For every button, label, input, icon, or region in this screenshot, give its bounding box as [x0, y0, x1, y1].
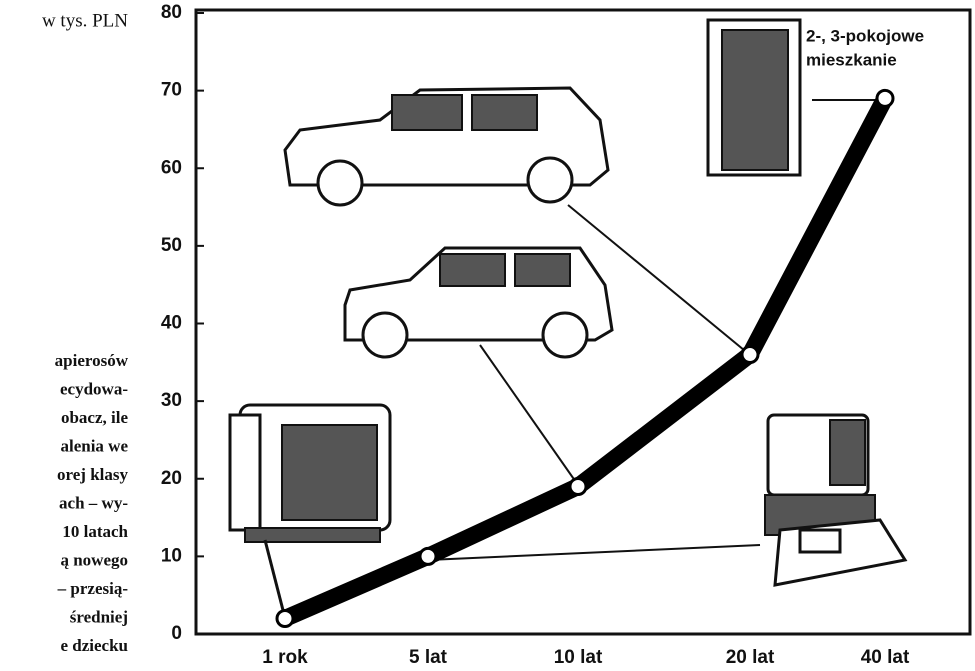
y-tick-label: 40	[161, 313, 182, 334]
x-tick-label: 20 lat	[726, 647, 775, 668]
side-text-line: apierosów	[55, 351, 129, 370]
y-tick-label: 10	[161, 545, 182, 566]
icons	[230, 20, 905, 618]
y-tick-label: 50	[161, 235, 182, 256]
side-text-line: alenia we	[60, 436, 128, 455]
x-tick-label: 1 rok	[262, 647, 308, 668]
y-tick-label: 80	[161, 2, 182, 23]
chart: w tys. PLN 0 10 20 30 40 50 60 70 80 1 rok 5 lat 10…	[0, 0, 975, 671]
annotation: 2-, 3-pokojowe	[806, 26, 924, 45]
annotation: mieszkanie	[806, 50, 897, 69]
x-tick-label: 40 lat	[861, 647, 910, 668]
data-point	[277, 610, 293, 626]
side-text-line: obacz, ile	[61, 408, 128, 427]
x-tick-label: 10 lat	[554, 647, 603, 668]
side-text-line: – przesią-	[57, 579, 129, 598]
side-text-line: ą nowego	[60, 550, 128, 569]
data-point	[420, 548, 436, 564]
side-text-line: orej klasy	[57, 465, 128, 484]
data-point	[742, 347, 758, 363]
y-tick-label: 20	[161, 468, 182, 489]
x-tick-label: 5 lat	[409, 647, 448, 668]
y-unit-label: w tys. PLN	[42, 10, 128, 31]
data-point	[877, 90, 893, 106]
side-text-line: ach – wy-	[59, 493, 128, 512]
side-text-line: 10 latach	[62, 522, 128, 541]
y-tick-label: 0	[171, 623, 182, 644]
y-tick-label: 30	[161, 390, 182, 411]
side-text-line: e dziecku	[60, 636, 128, 655]
y-tick-label: 70	[161, 80, 182, 101]
side-text-line: ecydowa-	[60, 379, 128, 398]
side-text-line: średniej	[70, 607, 128, 626]
data-point	[570, 479, 586, 495]
y-tick-label: 60	[161, 157, 182, 178]
